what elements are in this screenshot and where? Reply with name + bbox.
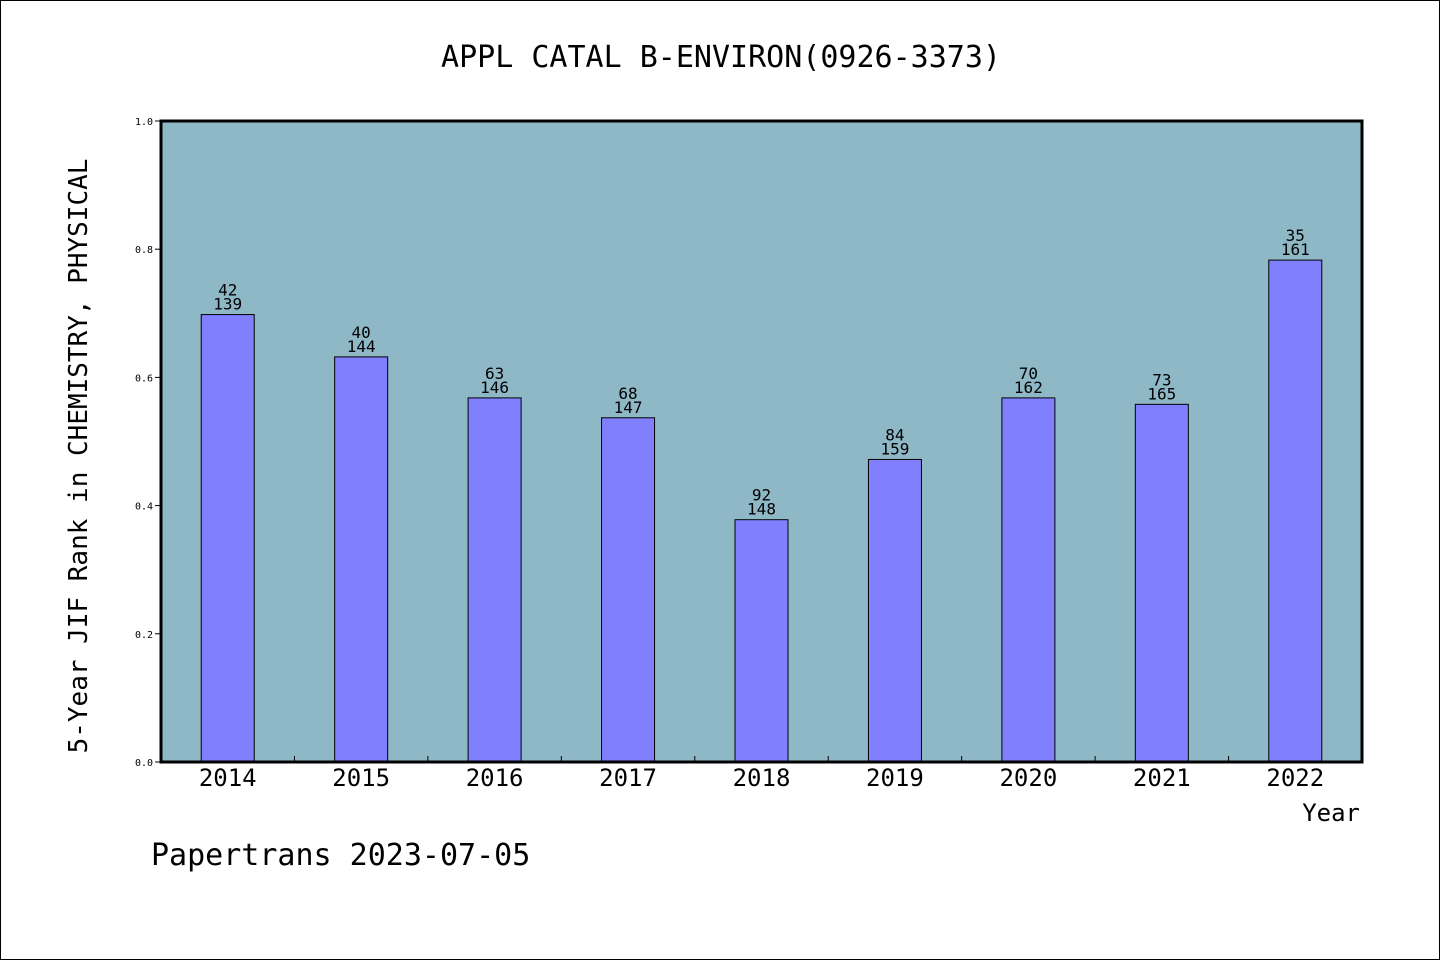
bar-rank-label: 73 [1152, 370, 1171, 389]
bar-rank-label: 92 [752, 486, 771, 505]
bar-total-label: 162 [1014, 378, 1043, 397]
bar-2019 [867, 458, 922, 763]
y-axis-label: 5-Year JIF Rank in CHEMISTRY, PHYSICAL [64, 159, 94, 754]
y-tick-label: 1.0 [135, 117, 153, 128]
x-tick-label: 2017 [599, 764, 657, 792]
x-tick-label: 2020 [999, 764, 1057, 792]
bar-total-label: 139 [213, 295, 242, 314]
bar-2015 [334, 356, 389, 763]
bar-2021 [1134, 403, 1189, 763]
bar-2020 [1001, 397, 1056, 763]
y-tick-label: 0.4 [135, 502, 153, 513]
x-axis-label: Year [1302, 799, 1360, 827]
bar-rank-label: 84 [885, 425, 904, 444]
chart-title: APPL CATAL B-ENVIRON(0926-3373) [441, 40, 1001, 75]
plot-border [159, 119, 1364, 764]
y-tick-label: 0.6 [135, 373, 153, 384]
bar-total-label: 161 [1281, 240, 1310, 259]
bar-rank-label: 35 [1286, 226, 1305, 245]
y-tick-label: 0.8 [135, 245, 153, 256]
bar-total-label: 148 [747, 500, 776, 519]
bar-2014 [200, 314, 255, 763]
y-tick-label: 0.0 [135, 758, 153, 769]
bar-total-label: 159 [880, 439, 909, 458]
x-tick-label: 2018 [733, 764, 791, 792]
bar-total-label: 165 [1147, 384, 1176, 403]
x-tick-label: 2019 [866, 764, 924, 792]
y-axis: 0.0 0.2 0.4 0.6 0.8 1.0 [135, 117, 161, 769]
bar-2016 [467, 397, 522, 763]
footer-text: Papertrans 2023-07-05 [151, 838, 530, 873]
bar-rank-label: 42 [218, 281, 237, 300]
bar-total-label: 147 [614, 398, 643, 417]
x-tick-label: 2016 [466, 764, 524, 792]
bar-rank-label: 40 [352, 323, 371, 342]
x-axis: 2014 2015 2016 2017 2018 2019 2020 2021 2022 [199, 756, 1324, 792]
x-tick-label: 2021 [1133, 764, 1191, 792]
bar-total-label: 144 [347, 337, 376, 356]
bar-rank-label: 70 [1019, 364, 1038, 383]
bar-rank-label: 68 [618, 384, 637, 403]
bar-2018 [734, 519, 789, 763]
x-tick-label: 2015 [332, 764, 390, 792]
bar-2022 [1268, 259, 1323, 763]
y-tick-label: 0.2 [135, 630, 153, 641]
x-tick-label: 2014 [199, 764, 257, 792]
x-tick-label: 2022 [1266, 764, 1324, 792]
bar-2017 [601, 417, 656, 763]
bar-rank-label: 63 [485, 364, 504, 383]
bar-total-label: 146 [480, 378, 509, 397]
